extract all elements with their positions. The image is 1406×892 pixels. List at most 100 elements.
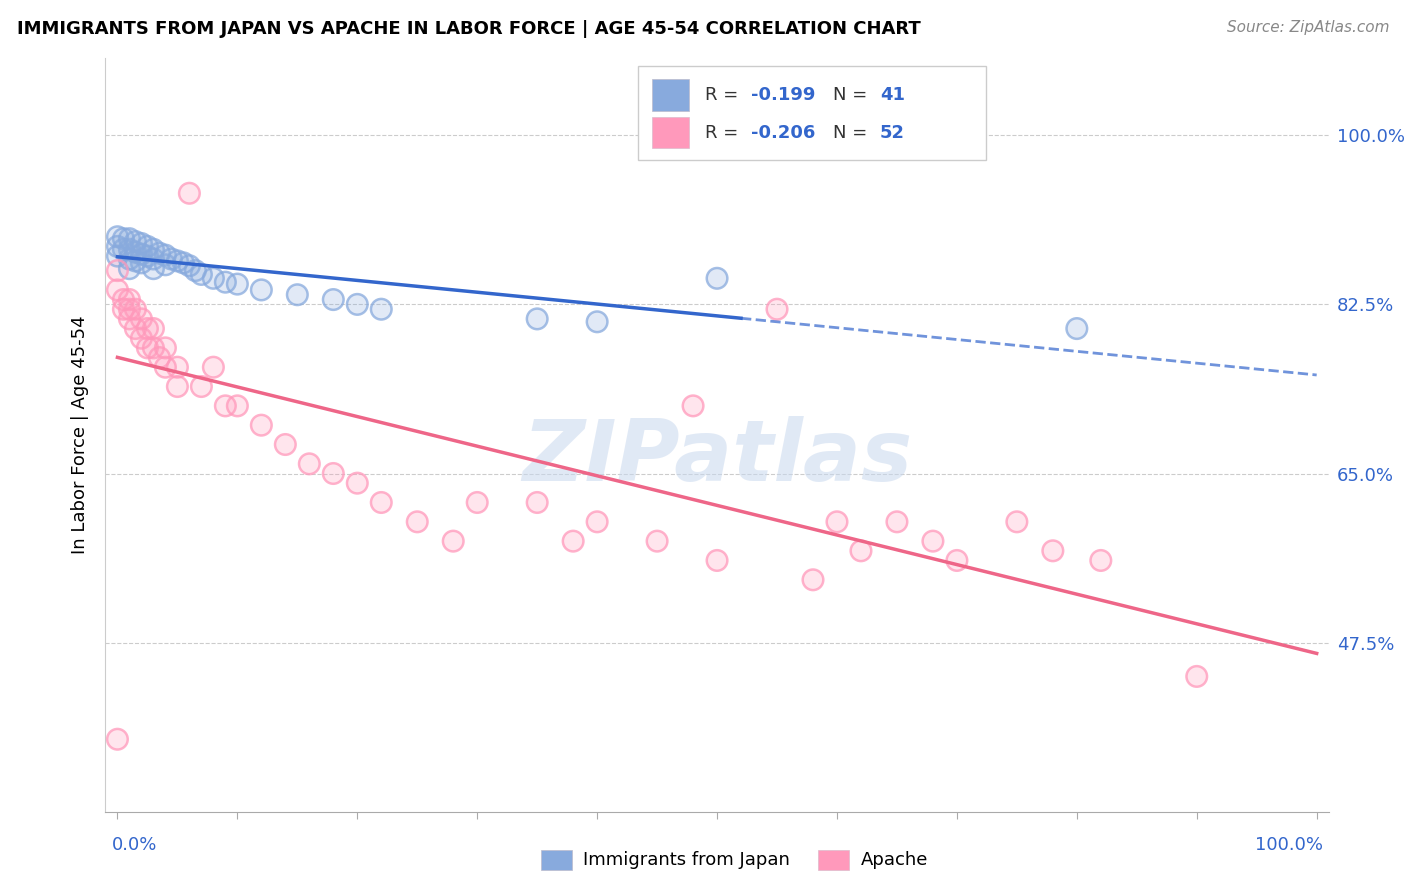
Point [124, 235, 146, 249]
Text: N =: N = [834, 124, 873, 142]
Point [131, 256, 153, 270]
Point [190, 379, 212, 393]
Point [131, 256, 153, 270]
Point [179, 186, 201, 201]
Point [190, 379, 212, 393]
Point [526, 495, 548, 509]
Point [922, 534, 945, 549]
Point [142, 252, 165, 266]
Point [250, 283, 273, 297]
Point [112, 293, 135, 307]
Point [172, 256, 194, 270]
Point [118, 252, 141, 266]
Point [825, 515, 848, 529]
Point [142, 252, 165, 266]
Point [166, 379, 188, 393]
Point [370, 495, 392, 509]
Point [526, 311, 548, 326]
Point [136, 239, 159, 253]
Point [131, 331, 153, 345]
Point [298, 457, 321, 471]
Text: Source: ZipAtlas.com: Source: ZipAtlas.com [1226, 20, 1389, 35]
Point [562, 534, 585, 549]
Point [226, 399, 249, 413]
Point [1066, 321, 1088, 335]
Text: R =: R = [704, 124, 744, 142]
Point [202, 360, 225, 375]
Point [250, 283, 273, 297]
Point [136, 239, 159, 253]
Text: Immigrants from Japan: Immigrants from Japan [583, 851, 790, 869]
Text: 0.0%: 0.0% [111, 836, 157, 854]
Point [124, 245, 146, 260]
Point [214, 275, 236, 289]
Point [1005, 515, 1028, 529]
Point [346, 476, 368, 491]
Point [155, 360, 177, 375]
Point [946, 553, 969, 567]
Point [801, 573, 824, 587]
Point [112, 302, 135, 317]
Point [346, 297, 368, 311]
Point [136, 249, 159, 263]
Point [166, 379, 188, 393]
Point [562, 534, 585, 549]
Point [346, 476, 368, 491]
Point [849, 544, 872, 558]
Point [465, 495, 488, 509]
Point [142, 261, 165, 276]
Point [1090, 553, 1112, 567]
Point [118, 232, 141, 246]
Point [190, 268, 212, 282]
Point [1066, 321, 1088, 335]
Point [118, 261, 141, 276]
Point [346, 297, 368, 311]
FancyBboxPatch shape [637, 65, 986, 160]
Point [124, 321, 146, 335]
Point [441, 534, 464, 549]
Point [179, 259, 201, 273]
Point [1042, 544, 1064, 558]
Point [155, 248, 177, 262]
Point [160, 252, 183, 266]
Point [274, 437, 297, 451]
Point [706, 271, 728, 285]
Point [155, 360, 177, 375]
Point [107, 239, 129, 253]
Point [155, 341, 177, 355]
Point [1042, 544, 1064, 558]
Point [184, 263, 207, 277]
Point [118, 261, 141, 276]
Point [526, 495, 548, 509]
Point [465, 495, 488, 509]
Point [682, 399, 704, 413]
Point [214, 399, 236, 413]
Point [107, 283, 129, 297]
Point [142, 261, 165, 276]
Point [172, 256, 194, 270]
Point [112, 302, 135, 317]
Point [202, 271, 225, 285]
Point [586, 315, 609, 329]
Text: 52: 52 [880, 124, 904, 142]
Point [285, 287, 308, 301]
Point [406, 515, 429, 529]
Point [142, 243, 165, 257]
Text: -0.206: -0.206 [751, 124, 815, 142]
Point [250, 418, 273, 433]
Point [112, 232, 135, 246]
Point [107, 249, 129, 263]
Point [406, 515, 429, 529]
Point [825, 515, 848, 529]
Point [142, 321, 165, 335]
Point [274, 437, 297, 451]
Point [1005, 515, 1028, 529]
Point [118, 232, 141, 246]
Point [107, 263, 129, 277]
Point [166, 254, 188, 268]
Point [1185, 669, 1208, 683]
Point [886, 515, 908, 529]
Point [166, 360, 188, 375]
Point [226, 277, 249, 292]
Point [136, 341, 159, 355]
